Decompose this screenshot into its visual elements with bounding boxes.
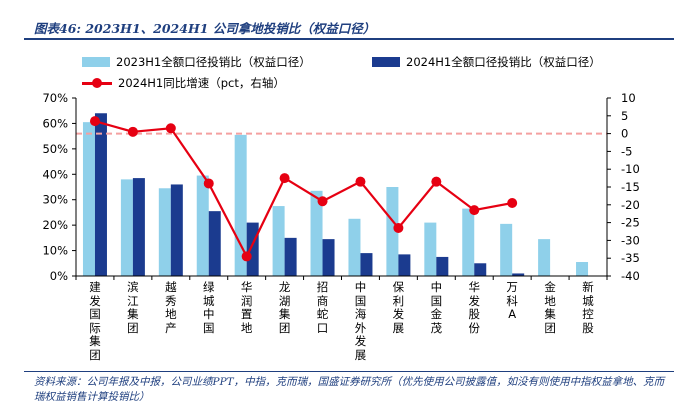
- bar-2024: [246, 222, 259, 276]
- bar-2023: [576, 262, 589, 276]
- category-label: 中国海外发展: [354, 280, 367, 362]
- legend-label-2024: 2024H1全额口径投销比（权益口径）: [406, 55, 601, 69]
- bar-2024: [94, 113, 107, 276]
- category-label: 滨江集团: [127, 280, 139, 335]
- bar-2024: [512, 273, 525, 276]
- y-tick-label: 40%: [42, 167, 68, 181]
- category-label: 建发国际集团: [89, 280, 101, 362]
- growth-point: [317, 196, 328, 207]
- bar-2023: [538, 239, 551, 276]
- bar-2024: [132, 178, 145, 276]
- y-tick-label: 20%: [42, 218, 68, 232]
- growth-point: [393, 222, 404, 233]
- category-label: 招商蛇口: [316, 280, 329, 335]
- growth-point: [241, 251, 252, 262]
- y2-tick-label: 10: [621, 91, 636, 105]
- y2-tick-label: -30: [621, 233, 640, 247]
- legend-swatch-2024: [372, 57, 400, 67]
- growth-point: [431, 176, 442, 187]
- category-label: 龙湖集团: [278, 280, 291, 335]
- bar-2024: [284, 237, 297, 276]
- growth-point: [355, 176, 366, 187]
- y2-tick-label: -10: [621, 162, 640, 176]
- legend-2024: 2024H1全额口径投销比（权益口径）: [372, 54, 601, 70]
- growth-point: [165, 123, 176, 134]
- growth-point: [203, 178, 214, 189]
- growth-point: [89, 116, 100, 127]
- y-tick-label: 60%: [42, 116, 68, 130]
- legend-swatch-2023: [82, 57, 110, 67]
- category-label: 绿城中国: [203, 280, 215, 335]
- y2-tick-label: 5: [621, 109, 628, 123]
- growth-point: [507, 198, 518, 209]
- bar-2023: [500, 223, 513, 276]
- growth-line: [94, 120, 513, 259]
- y2-tick-label: -15: [621, 180, 640, 194]
- legend-swatch-growth: [82, 78, 112, 88]
- category-label: 华润置地: [240, 280, 253, 335]
- category-label: 万科A: [506, 280, 518, 321]
- bar-2023: [82, 122, 95, 277]
- bar-2023: [386, 187, 399, 276]
- category-label: 中国金茂: [430, 280, 443, 335]
- bar-2023: [120, 179, 133, 276]
- y2-tick-label: -40: [621, 269, 640, 283]
- bar-2023: [196, 175, 209, 276]
- bar-2023: [310, 190, 323, 276]
- bar-2024: [360, 253, 373, 276]
- y-tick-label: 10%: [42, 244, 68, 258]
- bar-2023: [158, 188, 171, 276]
- bar-2023: [348, 218, 361, 276]
- y-tick-label: 70%: [42, 91, 68, 105]
- y2-tick-label: -35: [621, 251, 640, 265]
- bar-2023: [272, 206, 285, 276]
- growth-point: [469, 205, 480, 216]
- bar-2024: [398, 254, 411, 276]
- y-tick-label: 50%: [42, 142, 68, 156]
- category-label: 金地集团: [544, 280, 556, 335]
- growth-point: [127, 126, 138, 137]
- y-tick-label: 0%: [50, 269, 68, 283]
- y2-tick-label: -25: [621, 216, 640, 230]
- category-label: 华发股份: [468, 280, 481, 335]
- y2-tick-label: -20: [621, 198, 640, 212]
- bar-2024: [474, 263, 487, 276]
- title-rule: [24, 38, 674, 40]
- chart-title: 图表46: 2023H1、2024H1 公司拿地投销比（权益口径）: [34, 21, 376, 36]
- bar-2023: [462, 208, 475, 276]
- legend-label-2023: 2023H1全额口径投销比（权益口径）: [116, 55, 311, 69]
- bar-2024: [436, 256, 449, 276]
- legend-label-growth: 2024H1同比增速（pct，右轴）: [118, 76, 285, 90]
- bar-2023: [424, 222, 437, 276]
- category-label: 新城控股: [582, 280, 594, 335]
- source-rule: [24, 371, 674, 372]
- y-tick-label: 30%: [42, 193, 68, 207]
- legend-growth: 2024H1同比增速（pct，右轴）: [82, 75, 285, 91]
- growth-point: [279, 173, 290, 184]
- category-label: 保利发展: [392, 280, 405, 335]
- bar-2024: [170, 184, 183, 276]
- bar-2024: [322, 239, 335, 276]
- source-note: 资料来源：公司年报及中报，公司业绩PPT，中指，克而瑞，国盛证券研究所（优先使用…: [34, 376, 665, 403]
- category-label: 越秀地产: [165, 280, 177, 335]
- y2-tick-label: -5: [621, 144, 632, 158]
- bar-2024: [208, 211, 221, 276]
- y2-tick-label: 0: [621, 127, 628, 141]
- legend-2023: 2023H1全额口径投销比（权益口径）: [82, 54, 311, 70]
